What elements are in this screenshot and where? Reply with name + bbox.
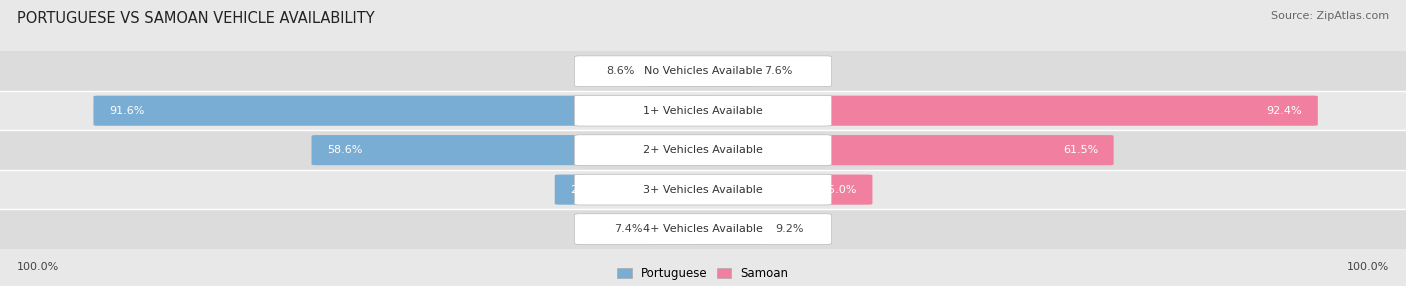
- FancyBboxPatch shape: [575, 214, 831, 245]
- Text: 7.4%: 7.4%: [614, 224, 643, 234]
- Text: 91.6%: 91.6%: [108, 106, 145, 116]
- Bar: [0, 130, 1406, 170]
- Text: 8.6%: 8.6%: [606, 66, 636, 76]
- Legend: Portuguese, Samoan: Portuguese, Samoan: [617, 267, 789, 280]
- FancyBboxPatch shape: [575, 95, 831, 126]
- FancyBboxPatch shape: [699, 214, 768, 244]
- Text: 2+ Vehicles Available: 2+ Vehicles Available: [643, 145, 763, 155]
- Text: 9.2%: 9.2%: [775, 224, 804, 234]
- FancyBboxPatch shape: [699, 174, 872, 205]
- FancyBboxPatch shape: [699, 56, 758, 86]
- FancyBboxPatch shape: [643, 56, 707, 86]
- Text: 92.4%: 92.4%: [1267, 106, 1302, 116]
- Text: 58.6%: 58.6%: [328, 145, 363, 155]
- Text: 25.0%: 25.0%: [821, 185, 856, 194]
- FancyBboxPatch shape: [699, 135, 1114, 165]
- Text: 1+ Vehicles Available: 1+ Vehicles Available: [643, 106, 763, 116]
- Text: PORTUGUESE VS SAMOAN VEHICLE AVAILABILITY: PORTUGUESE VS SAMOAN VEHICLE AVAILABILIT…: [17, 11, 374, 26]
- Text: 100.0%: 100.0%: [17, 263, 59, 272]
- Bar: [0, 170, 1406, 209]
- Text: 21.8%: 21.8%: [571, 185, 606, 194]
- FancyBboxPatch shape: [575, 56, 831, 87]
- Text: 7.6%: 7.6%: [765, 66, 793, 76]
- FancyBboxPatch shape: [575, 135, 831, 166]
- FancyBboxPatch shape: [312, 135, 707, 165]
- FancyBboxPatch shape: [555, 174, 707, 205]
- Text: 4+ Vehicles Available: 4+ Vehicles Available: [643, 224, 763, 234]
- Bar: [0, 51, 1406, 91]
- FancyBboxPatch shape: [699, 96, 1317, 126]
- Bar: [0, 91, 1406, 130]
- FancyBboxPatch shape: [575, 174, 831, 205]
- FancyBboxPatch shape: [650, 214, 707, 244]
- Bar: [0, 209, 1406, 249]
- FancyBboxPatch shape: [93, 96, 707, 126]
- Text: 100.0%: 100.0%: [1347, 263, 1389, 272]
- Text: Source: ZipAtlas.com: Source: ZipAtlas.com: [1271, 11, 1389, 21]
- Text: 3+ Vehicles Available: 3+ Vehicles Available: [643, 185, 763, 194]
- Text: 61.5%: 61.5%: [1063, 145, 1098, 155]
- Text: No Vehicles Available: No Vehicles Available: [644, 66, 762, 76]
